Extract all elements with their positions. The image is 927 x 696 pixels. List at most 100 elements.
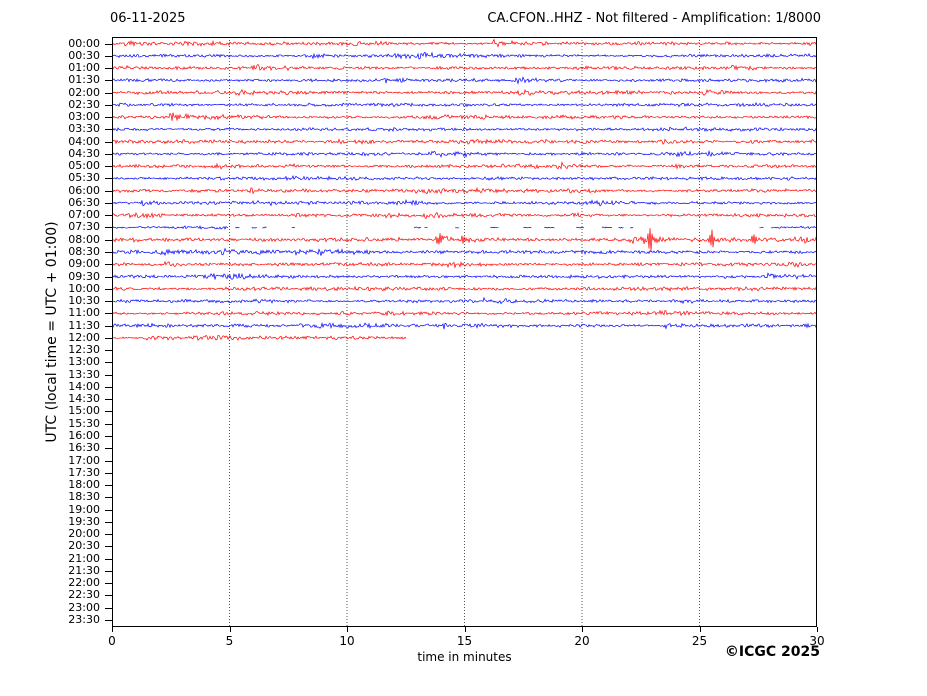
x-tick-label: 15 [456,634,473,648]
trace-11-30 [112,322,817,330]
y-tick-mark [105,534,112,536]
y-tick-mark [105,166,112,168]
trace-08-00 [112,227,817,252]
y-tick-mark [105,583,112,585]
x-tick-mark [464,627,466,632]
trace-05-00 [112,161,817,170]
y-tick-mark [105,411,112,413]
trace-07-30 [771,225,817,229]
y-tick-label: 23:00 [68,600,100,614]
y-tick-mark [105,104,112,106]
y-tick-label: 03:00 [68,110,100,124]
y-tick-mark [105,178,112,180]
y-tick-mark [105,546,112,548]
y-tick-mark [105,509,112,511]
trace-00-00 [112,38,817,48]
y-tick-label: 11:00 [68,306,100,320]
y-tick-label: 16:00 [68,429,100,442]
title-station: CA.CFON..HHZ - Not filtered - Amplificat… [487,11,821,26]
y-tick-mark [105,620,112,621]
y-tick-mark [105,362,112,364]
y-tick-label: 18:30 [68,490,100,504]
trace-06-00 [112,186,817,195]
x-tick-label: 25 [691,634,708,648]
trace-09-30 [112,272,817,280]
y-tick-label: 18:00 [68,478,100,492]
y-tick-label: 02:00 [68,85,100,99]
y-tick-mark [105,595,112,597]
y-tick-mark [105,460,112,462]
y-tick-mark [105,276,112,278]
trace-02-30 [112,101,817,108]
y-tick-label: 22:00 [68,576,100,590]
x-tick-label: 0 [108,634,116,648]
y-tick-label: 04:30 [68,146,100,160]
trace-07-30 [112,225,229,230]
trace-09-00 [112,260,817,269]
trace-07-30 [291,226,295,229]
y-tick-mark [105,301,112,303]
y-tick-label: 06:30 [68,195,100,209]
trace-05-30 [112,175,817,181]
y-tick-label: 23:30 [68,613,100,626]
y-tick-mark [105,521,112,523]
y-tick-mark [105,374,112,376]
x-tick-label: 5 [225,634,234,648]
y-tick-mark [105,252,112,254]
trace-07-30 [262,226,267,229]
trace-10-00 [112,285,817,292]
x-tick-label: 30 [809,634,825,648]
trace-07-30 [413,226,422,229]
y-tick-label: 12:30 [68,343,100,357]
y-tick-label: 17:30 [68,465,100,479]
y-tick-mark [105,43,112,45]
y-tick-label: 21:00 [68,551,100,565]
trace-03-00 [112,112,817,121]
plot-frame [112,37,817,627]
y-tick-mark [105,117,112,119]
y-tick-label: 09:30 [68,269,100,283]
x-tick-mark [347,627,348,632]
y-tick-label: 08:00 [68,232,100,246]
x-tick-mark [112,627,113,632]
trace-07-30 [576,226,585,229]
y-tick-label: 13:30 [68,367,100,381]
y-tick-mark [105,558,112,560]
y-tick-mark [105,350,112,352]
y-tick-label: 02:30 [68,97,100,111]
y-tick-label: 21:30 [68,563,100,577]
x-tick-label: 20 [574,634,590,648]
y-tick-mark [105,448,112,450]
y-tick-mark [105,313,112,315]
trace-01-30 [112,76,817,85]
x-tick-mark [699,627,701,632]
y-tick-label: 14:30 [68,392,100,406]
y-tick-mark [105,190,112,192]
trace-07-30 [618,226,624,229]
y-tick-label: 01:30 [68,73,100,87]
y-tick-label: 10:30 [68,294,100,308]
y-tick-mark [105,485,112,487]
y-tick-label: 20:00 [68,527,100,541]
y-tick-label: 06:00 [68,183,100,197]
y-tick-label: 08:30 [68,245,100,259]
trace-07-30 [490,226,499,229]
y-tick-label: 17:00 [68,453,100,467]
y-tick-label: 00:30 [68,48,100,62]
y-tick-mark [105,264,112,266]
y-tick-label: 19:00 [68,502,100,516]
y-tick-label: 01:00 [68,61,100,75]
y-tick-label: 14:00 [68,379,100,393]
y-tick-label: 12:00 [68,330,100,344]
y-tick-mark [105,570,112,572]
y-tick-mark [105,68,112,70]
y-tick-label: 13:00 [68,355,100,369]
y-tick-mark [105,202,112,204]
y-tick-label: 09:00 [68,257,100,271]
y-tick-mark [105,423,112,425]
x-axis-label: time in minutes [417,650,512,664]
trace-02-00 [112,88,817,96]
y-tick-label: 15:30 [68,416,100,430]
x-tick-label: 10 [339,634,355,648]
